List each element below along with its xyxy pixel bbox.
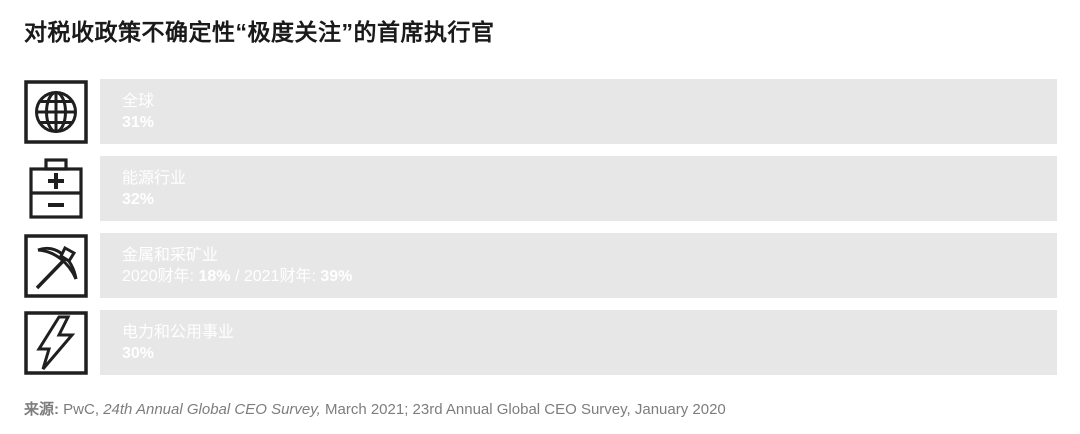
bar-track: 全球 31% [100,79,1057,144]
chart-title: 对税收政策不确定性“极度关注”的首席执行官 [24,19,495,45]
bar-chart: 全球 31% 能源行业 32% 金属和采矿业 2020财年: 18% / 2021财年: … [24,79,1057,375]
bar-label-block: 能源行业 32% [122,168,186,210]
bar-label-block: 金属和采矿业 2020财年: 18% / 2021财年: 39% [122,245,352,287]
globe-icon [24,79,88,144]
bar-label-block: 电力和公用事业 30% [122,322,234,364]
bar-row: 电力和公用事业 30% [24,310,1057,375]
bar-label: 全球 [122,92,155,110]
bar-track: 金属和采矿业 2020财年: 18% / 2021财年: 39% [100,233,1057,298]
pickaxe-icon [24,233,88,298]
bar-value: 30% [122,344,155,362]
bar-label: 金属和采矿业 [122,246,219,264]
bar-row: 能源行业 32% [24,156,1057,221]
bar-value: 31% [122,113,155,131]
bar-track: 电力和公用事业 30% [100,310,1057,375]
bar-row: 金属和采矿业 2020财年: 18% / 2021财年: 39% [24,233,1057,298]
lightning-icon [24,310,88,375]
bar-value: 2020财年: 18% / 2021财年: 39% [122,267,353,285]
bar-row: 全球 31% [24,79,1057,144]
bar-label: 电力和公用事业 [122,323,235,341]
bar-label-block: 全球 31% [122,91,154,133]
bar-label: 能源行业 [122,169,187,187]
source-note: 来源: PwC, 24th Annual Global CEO Survey, … [24,401,726,418]
battery-icon [24,157,88,221]
bar-value: 32% [122,190,155,208]
bar-track: 能源行业 32% [100,156,1057,221]
